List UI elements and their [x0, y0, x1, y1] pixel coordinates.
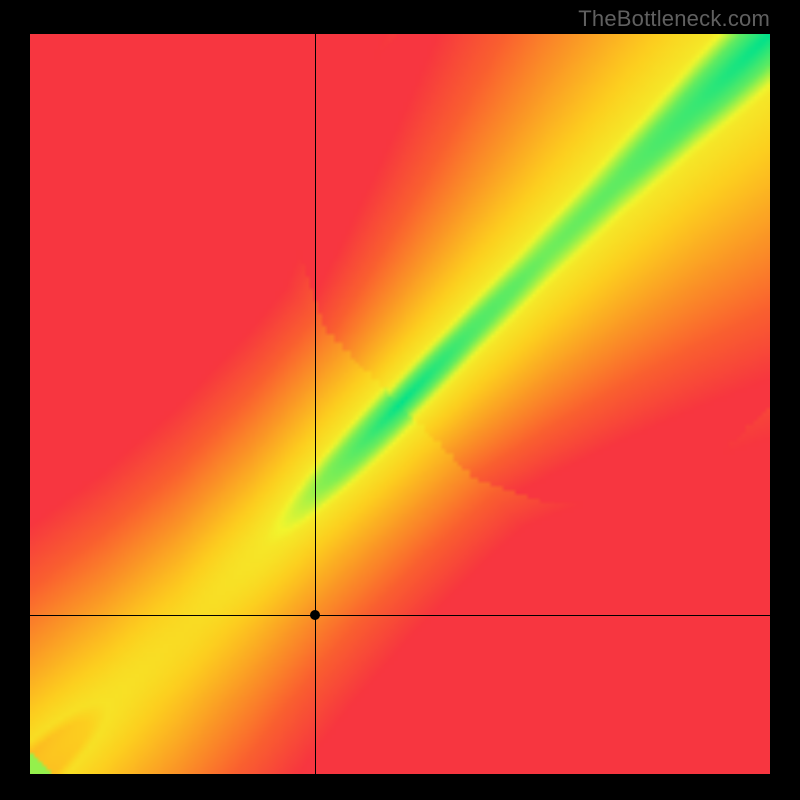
chart-frame: TheBottleneck.com — [0, 0, 800, 800]
plot-area — [30, 34, 770, 774]
watermark-text: TheBottleneck.com — [578, 6, 770, 32]
heatmap-canvas — [30, 34, 770, 774]
marker-dot — [310, 610, 320, 620]
crosshair-horizontal — [30, 615, 770, 616]
crosshair-vertical — [315, 34, 316, 774]
